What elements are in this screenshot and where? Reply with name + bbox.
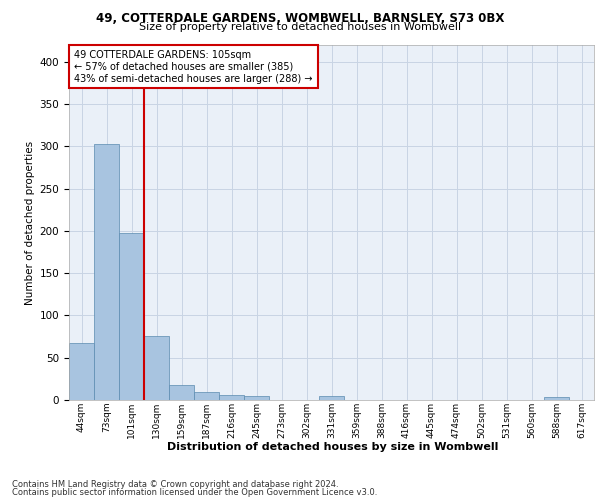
Bar xyxy=(544,396,569,400)
Bar xyxy=(94,144,119,400)
Text: 49, COTTERDALE GARDENS, WOMBWELL, BARNSLEY, S73 0BX: 49, COTTERDALE GARDENS, WOMBWELL, BARNSL… xyxy=(96,12,504,26)
Bar xyxy=(144,336,169,400)
Bar xyxy=(244,396,269,400)
Bar xyxy=(119,234,144,400)
Bar xyxy=(69,344,94,400)
Bar xyxy=(169,385,194,400)
Text: Contains public sector information licensed under the Open Government Licence v3: Contains public sector information licen… xyxy=(12,488,377,497)
Text: Distribution of detached houses by size in Wombwell: Distribution of detached houses by size … xyxy=(167,442,499,452)
Y-axis label: Number of detached properties: Number of detached properties xyxy=(25,140,35,304)
Text: Size of property relative to detached houses in Wombwell: Size of property relative to detached ho… xyxy=(139,22,461,32)
Bar xyxy=(194,392,219,400)
Bar xyxy=(319,396,344,400)
Bar xyxy=(219,395,244,400)
Text: Contains HM Land Registry data © Crown copyright and database right 2024.: Contains HM Land Registry data © Crown c… xyxy=(12,480,338,489)
Text: 49 COTTERDALE GARDENS: 105sqm
← 57% of detached houses are smaller (385)
43% of : 49 COTTERDALE GARDENS: 105sqm ← 57% of d… xyxy=(74,50,313,84)
